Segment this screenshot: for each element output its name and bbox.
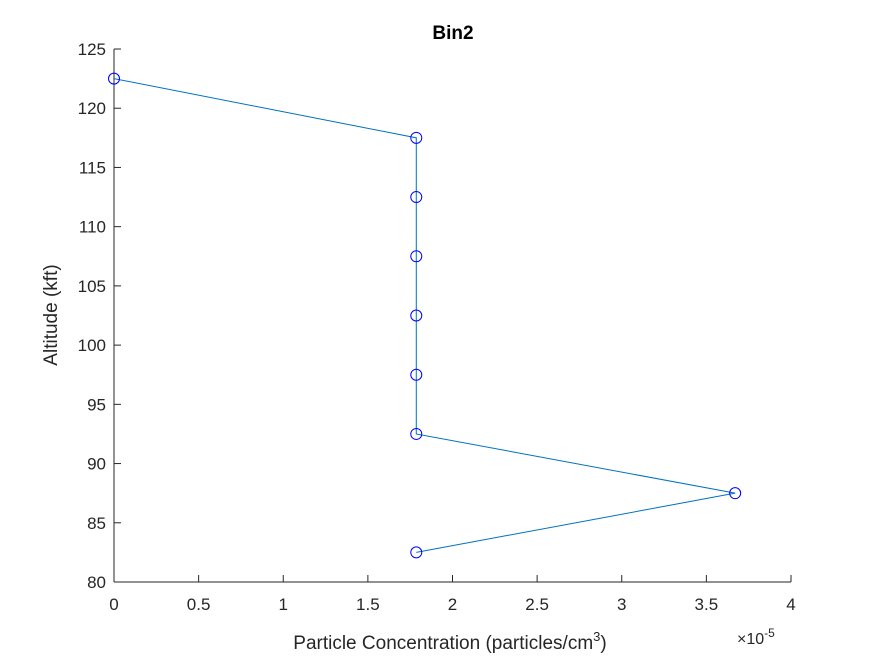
series-line <box>113 78 736 553</box>
x-tick-label: 1.5 <box>356 595 380 614</box>
x-tick-label: 0.5 <box>187 595 211 614</box>
x-axis-exponent-power: -5 <box>764 626 775 640</box>
x-tick-label: 4 <box>786 595 795 614</box>
y-tick-label: 125 <box>78 40 106 59</box>
x-tick-label: 0 <box>109 595 118 614</box>
y-tick-label: 80 <box>87 573 106 592</box>
y-tick-label: 120 <box>78 99 106 118</box>
data-point <box>410 191 423 204</box>
y-tick-label: 115 <box>79 158 106 177</box>
x-axis-label-text: Particle Concentration (particles/cm <box>293 633 593 654</box>
data-point <box>410 427 423 440</box>
chart-title: Bin2 <box>432 23 473 44</box>
y-tick-label: 105 <box>78 277 106 296</box>
y-tick-label: 95 <box>87 395 106 414</box>
y-axis-label: Altitude (kft) <box>41 264 62 365</box>
x-axis-exponent-base: ×10 <box>737 631 764 648</box>
plot-area <box>108 49 791 583</box>
y-axis-ticks: 80 85 90 95 100 105 110 115 120 125 <box>78 40 121 592</box>
y-tick-label: 90 <box>87 455 106 474</box>
x-axis-label-superscript: 3 <box>593 629 600 644</box>
x-tick-label: 3 <box>617 595 626 614</box>
y-tick-label: 100 <box>78 336 106 355</box>
y-tick-label: 85 <box>87 514 106 533</box>
data-point <box>410 250 423 263</box>
x-axis-label-suffix: ) <box>600 633 606 654</box>
data-point <box>410 131 423 144</box>
data-point <box>410 309 423 322</box>
x-axis-ticks: 0 0.5 1 1.5 2 2.5 3 3.5 4 <box>109 575 796 614</box>
data-point <box>108 72 120 85</box>
x-tick-label: 2.5 <box>525 595 549 614</box>
data-point <box>729 487 742 500</box>
x-tick-label: 1 <box>279 595 288 614</box>
x-tick-label: 3.5 <box>695 595 719 614</box>
x-axis-label: Particle Concentration (particles/cm3) <box>293 629 606 654</box>
x-tick-label: 2 <box>448 595 457 614</box>
data-point <box>410 368 423 381</box>
x-axis-exponent: ×10-5 <box>737 626 775 648</box>
data-point <box>410 546 423 559</box>
y-tick-label: 110 <box>79 218 106 237</box>
